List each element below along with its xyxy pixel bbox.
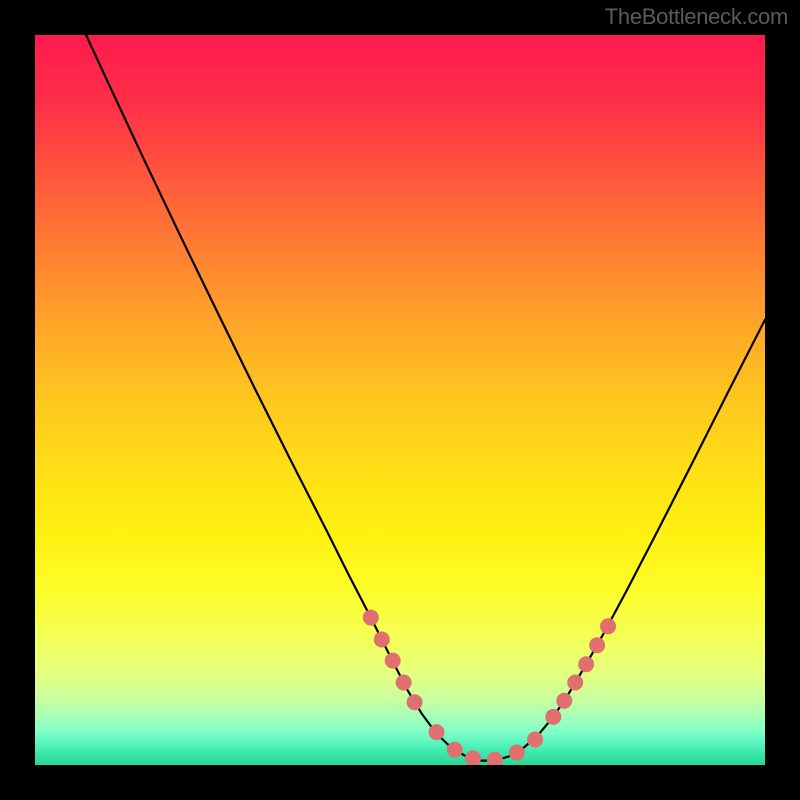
marker-dot xyxy=(600,618,616,634)
marker-dot xyxy=(407,694,423,710)
watermark-text: TheBottleneck.com xyxy=(605,4,788,30)
marker-dot xyxy=(527,731,543,747)
marker-dot xyxy=(545,709,561,725)
marker-dot xyxy=(396,675,412,691)
plot-area xyxy=(35,35,765,765)
marker-dot xyxy=(567,675,583,691)
marker-dot xyxy=(374,631,390,647)
marker-dot xyxy=(385,653,401,669)
marker-dot xyxy=(589,637,605,653)
marker-dot xyxy=(363,610,379,626)
chart-svg xyxy=(35,35,765,765)
marker-dot xyxy=(447,742,463,758)
marker-dot xyxy=(509,745,525,761)
marker-dot xyxy=(578,656,594,672)
marker-dot xyxy=(556,693,572,709)
gradient-bg xyxy=(35,35,765,765)
marker-dot xyxy=(429,724,445,740)
